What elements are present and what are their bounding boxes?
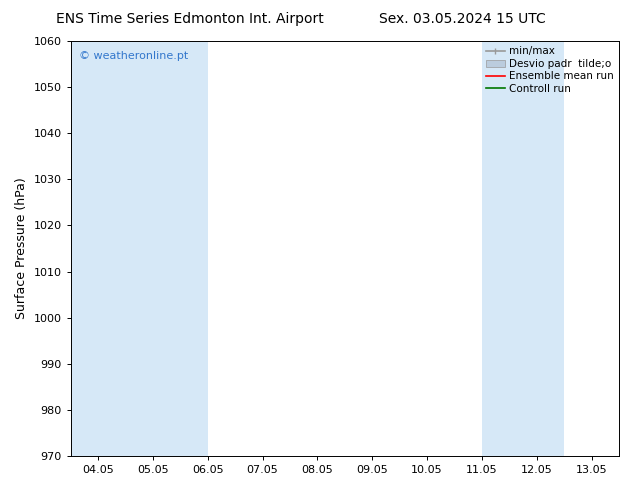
Legend: min/max, Desvio padr  tilde;o, Ensemble mean run, Controll run: min/max, Desvio padr tilde;o, Ensemble m… [484, 44, 616, 96]
Text: © weatheronline.pt: © weatheronline.pt [79, 51, 188, 61]
Bar [71, 41, 208, 456]
Y-axis label: Surface Pressure (hPa): Surface Pressure (hPa) [15, 178, 28, 319]
Text: Sex. 03.05.2024 15 UTC: Sex. 03.05.2024 15 UTC [379, 12, 547, 26]
Text: ENS Time Series Edmonton Int. Airport: ENS Time Series Edmonton Int. Airport [56, 12, 324, 26]
Bar [482, 41, 564, 456]
